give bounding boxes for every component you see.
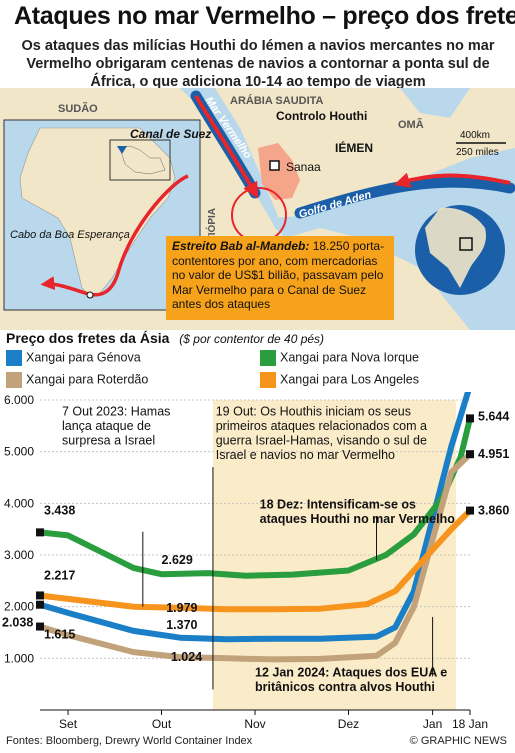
series-line-2 [37,451,473,663]
annotation-jan12: 12 Jan 2024: Ataques dos EUA e britânicos… [255,665,447,694]
legend-item-roterdao: Xangai para Roterdão [6,372,148,388]
value-label: 3.438 [44,503,75,517]
legend-item-los-angeles: Xangai para Los Angeles [260,372,419,388]
chart: Preço dos fretes da Ásia ($ por contento… [0,330,515,735]
annotation-oct19: 19 Out: Os Houthis iniciam os seus primei… [216,405,427,463]
series-line-0 [37,392,472,643]
x-tick-label: Dez [338,717,359,731]
scale-miles: 250 miles [456,147,499,158]
cape-label: Cabo da Boa Esperança [10,229,130,241]
sudan-label: SUDÃO [58,102,98,115]
start-marker-1 [36,528,44,537]
page-title: Ataques no mar Vermelho – preço dos fret… [14,2,515,30]
value-label: 5.644 [478,409,509,423]
globe-icon [415,205,505,295]
value-label: 2.629 [162,553,193,567]
y-tick-label: 6.000 [4,393,34,407]
start-marker-2 [36,622,44,631]
x-tick-label: Nov [244,717,265,731]
legend-item-nova-iorque: Xangai para Nova Iorque [260,350,419,366]
strait-callout: Estreito Bab al-Mandeb: 18.250 porta-con… [166,236,394,320]
houthi-zone [258,143,300,200]
x-tick-label: Set [59,717,78,731]
page-subtitle: Os ataques das milícias Houthi do Iémen … [21,38,495,90]
houthi-label: Controlo Houthi [276,109,367,123]
y-tick-label: 1.000 [4,651,34,665]
value-label: 1.615 [44,628,75,642]
end-marker-3 [466,506,474,515]
plot-area: 1.000 2.000 3.000 4.000 5.000 6.000 Set Out Nov D… [2,392,509,731]
y-tick-label: 4.000 [4,496,34,510]
suez-label: Canal de Suez [130,127,211,141]
end-marker-1 [466,414,474,423]
scale-km: 400km [460,130,490,141]
value-label: 2.038 [2,616,33,630]
oman-label: OMÃ [398,118,424,131]
value-label: 1.370 [166,618,197,632]
x-tick-label: Jan [423,717,442,731]
value-label: 3.860 [478,504,509,518]
end-marker-2 [466,450,474,459]
red-sea-route [194,94,259,199]
value-label: 4.951 [478,447,509,461]
start-marker-0 [36,600,44,609]
strait-callout-title: Estreito Bab al-Mandeb: [172,239,310,253]
series-line-3 [37,507,473,613]
value-label: 1.979 [166,601,197,615]
value-label: 2.217 [44,568,75,582]
aden-route [393,172,511,188]
map: SUDÃO ARÁBIA SAUDITA OMÃ Mar Vermelho Co… [0,88,515,330]
annotation-dec18: 18 Dez: Intensificam-se os ataques Houthi… [260,498,456,527]
chart-title: Preço dos fretes da Ásia ($ por contento… [6,330,325,346]
y-tick-label: 3.000 [4,548,34,562]
chart-unit: ($ por contentor de 40 pés) [179,332,325,346]
start-marker-3 [36,591,44,600]
y-tick-label: 2.000 [4,600,34,614]
annotation-oct7: 7 Out 2023: Hamas lança ataque de surpresa… [62,405,170,448]
sanaa-label: Sanaa [286,160,321,174]
x-tick-label: Out [152,717,172,731]
footer-source: Fontes: Bloomberg, Drewry World Containe… [6,735,253,747]
legend: Xangai para Génova Xangai para Nova Iorq… [6,350,506,390]
sanaa-marker [269,160,280,171]
value-label: 1.024 [171,650,202,664]
footer-brand: © GRAPHIC NEWS [409,735,507,747]
x-tick-label: 18 Jan [452,717,488,731]
legend-item-genova: Xangai para Génova [6,350,141,366]
y-tick-label: 5.000 [4,445,34,459]
yemen-label: IÉMEN [335,140,373,155]
saudi-label: ARÁBIA SAUDITA [230,94,324,107]
strait-callout-text: 18.250 porta-contentores por ano, com me… [172,239,385,311]
